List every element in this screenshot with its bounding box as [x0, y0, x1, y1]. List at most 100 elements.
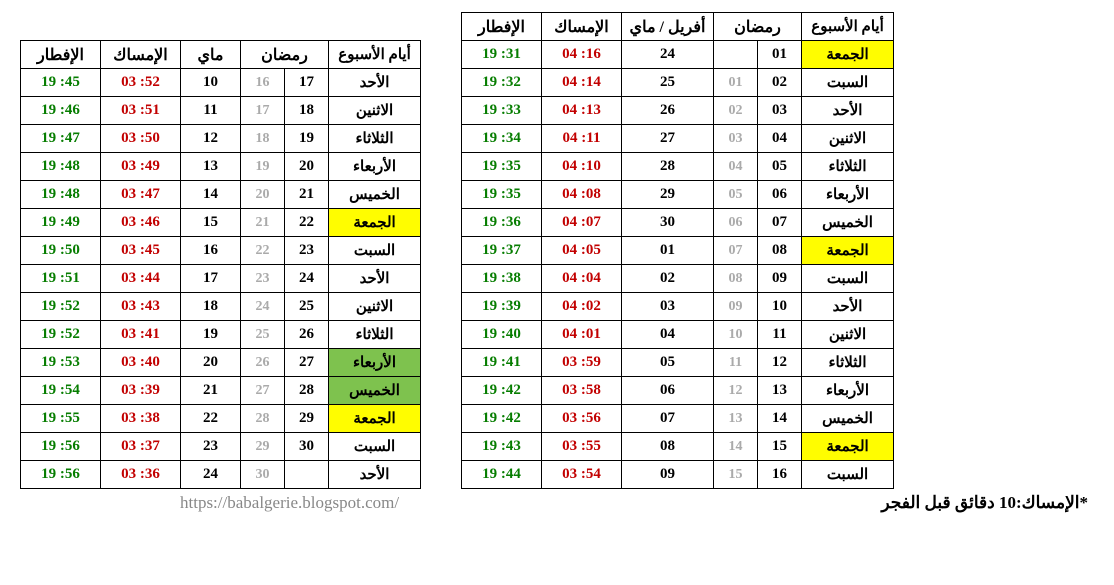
imsak-cell: 04 :02: [542, 293, 622, 321]
table-row: 19 :4203 :56071314الخميس: [462, 405, 894, 433]
left-header-row: الإفطار الإمساك ماي رمضان أيام الأسبوع: [21, 41, 421, 69]
weekday-cell: الأربعاء: [329, 153, 421, 181]
weekday-cell: الجمعة: [802, 433, 894, 461]
hdr-imsak: الإمساك: [542, 13, 622, 41]
table-row: 19 :3504 :08290506الأربعاء: [462, 181, 894, 209]
iftar-cell: 19 :55: [21, 405, 101, 433]
gregorian-cell: 04: [622, 321, 714, 349]
ramadan-b-cell: 14: [758, 405, 802, 433]
imsak-cell: 04 :16: [542, 41, 622, 69]
weekday-cell: الأربعاء: [802, 181, 894, 209]
iftar-cell: 19 :33: [462, 97, 542, 125]
weekday-cell: الأحد: [802, 97, 894, 125]
table-row: 19 :5303 :40202627الأربعاء: [21, 349, 421, 377]
ramadan-b-cell: 08: [758, 237, 802, 265]
gregorian-cell: 24: [181, 461, 241, 489]
table-row: 19 :5203 :43182425الاثنين: [21, 293, 421, 321]
imsak-cell: 03 :49: [101, 153, 181, 181]
ramadan-b-cell: [285, 461, 329, 489]
gregorian-cell: 03: [622, 293, 714, 321]
ramadan-a-cell: 24: [241, 293, 285, 321]
table-row: 19 :4803 :49131920الأربعاء: [21, 153, 421, 181]
table-row: 19 :5503 :38222829الجمعة: [21, 405, 421, 433]
hdr-iftar: الإفطار: [462, 13, 542, 41]
table-row: 19 :3804 :04020809السبت: [462, 265, 894, 293]
ramadan-a-cell: 09: [714, 293, 758, 321]
iftar-cell: 19 :36: [462, 209, 542, 237]
gregorian-cell: 10: [181, 69, 241, 97]
weekday-cell: الأحد: [329, 69, 421, 97]
gregorian-cell: 05: [622, 349, 714, 377]
ramadan-a-cell: 04: [714, 153, 758, 181]
gregorian-cell: 01: [622, 237, 714, 265]
right-table: الإفطار الإمساك أفريل / ماي رمضان أيام ا…: [461, 12, 894, 489]
imsak-cell: 03 :51: [101, 97, 181, 125]
weekday-cell: الخميس: [802, 405, 894, 433]
imsak-cell: 03 :58: [542, 377, 622, 405]
table-row: 19 :5403 :39212728الخميس: [21, 377, 421, 405]
table-row: 19 :4103 :59051112الثلاثاء: [462, 349, 894, 377]
gregorian-cell: 22: [181, 405, 241, 433]
table-row: 19 :4703 :50121819الثلاثاء: [21, 125, 421, 153]
ramadan-b-cell: 10: [758, 293, 802, 321]
ramadan-b-cell: 28: [285, 377, 329, 405]
table-row: 19 :4503 :52101617الأحد: [21, 69, 421, 97]
table-row: 19 :5603 :362430الأحد: [21, 461, 421, 489]
imsak-cell: 03 :39: [101, 377, 181, 405]
gregorian-cell: 06: [622, 377, 714, 405]
hdr-weekdays: أيام الأسبوع: [802, 13, 894, 41]
iftar-cell: 19 :39: [462, 293, 542, 321]
table-row: 19 :3204 :14250102السبت: [462, 69, 894, 97]
iftar-cell: 19 :42: [462, 405, 542, 433]
weekday-cell: الاثنين: [802, 321, 894, 349]
iftar-cell: 19 :42: [462, 377, 542, 405]
weekday-cell: السبت: [329, 433, 421, 461]
ramadan-a-cell: [714, 41, 758, 69]
gregorian-cell: 15: [181, 209, 241, 237]
gregorian-cell: 16: [181, 237, 241, 265]
iftar-cell: 19 :44: [462, 461, 542, 489]
gregorian-cell: 14: [181, 181, 241, 209]
hdr-ramadan: رمضان: [241, 41, 329, 69]
table-row: 19 :5203 :41192526الثلاثاء: [21, 321, 421, 349]
source-url: https://babalgerie.blogspot.com/: [180, 493, 399, 513]
iftar-cell: 19 :34: [462, 125, 542, 153]
imsak-cell: 04 :08: [542, 181, 622, 209]
ramadan-b-cell: 20: [285, 153, 329, 181]
table-row: 19 :3404 :11270304الاثنين: [462, 125, 894, 153]
table-row: 19 :4303 :55081415الجمعة: [462, 433, 894, 461]
table-row: 19 :4403 :54091516السبت: [462, 461, 894, 489]
table-row: 19 :3304 :13260203الأحد: [462, 97, 894, 125]
imsak-cell: 03 :52: [101, 69, 181, 97]
ramadan-a-cell: 05: [714, 181, 758, 209]
table-row: 19 :3904 :02030910الأحد: [462, 293, 894, 321]
gregorian-cell: 28: [622, 153, 714, 181]
weekday-cell: الجمعة: [802, 237, 894, 265]
iftar-cell: 19 :48: [21, 181, 101, 209]
weekday-cell: الأحد: [329, 461, 421, 489]
weekday-cell: السبت: [802, 461, 894, 489]
weekday-cell: الاثنين: [329, 293, 421, 321]
imsak-cell: 03 :59: [542, 349, 622, 377]
iftar-cell: 19 :46: [21, 97, 101, 125]
iftar-cell: 19 :41: [462, 349, 542, 377]
ramadan-b-cell: 04: [758, 125, 802, 153]
gregorian-cell: 20: [181, 349, 241, 377]
ramadan-b-cell: 13: [758, 377, 802, 405]
ramadan-a-cell: 28: [241, 405, 285, 433]
ramadan-b-cell: 01: [758, 41, 802, 69]
iftar-cell: 19 :35: [462, 153, 542, 181]
weekday-cell: السبت: [802, 69, 894, 97]
iftar-cell: 19 :43: [462, 433, 542, 461]
iftar-cell: 19 :52: [21, 321, 101, 349]
ramadan-a-cell: 22: [241, 237, 285, 265]
imsak-note: *الإمساك:10 دقائق قبل الفجر: [881, 493, 1088, 513]
ramadan-b-cell: 26: [285, 321, 329, 349]
imsak-cell: 04 :01: [542, 321, 622, 349]
ramadan-b-cell: 06: [758, 181, 802, 209]
ramadan-b-cell: 23: [285, 237, 329, 265]
hdr-imsak: الإمساك: [101, 41, 181, 69]
ramadan-a-cell: 21: [241, 209, 285, 237]
weekday-cell: الجمعة: [802, 41, 894, 69]
weekday-cell: الأحد: [802, 293, 894, 321]
